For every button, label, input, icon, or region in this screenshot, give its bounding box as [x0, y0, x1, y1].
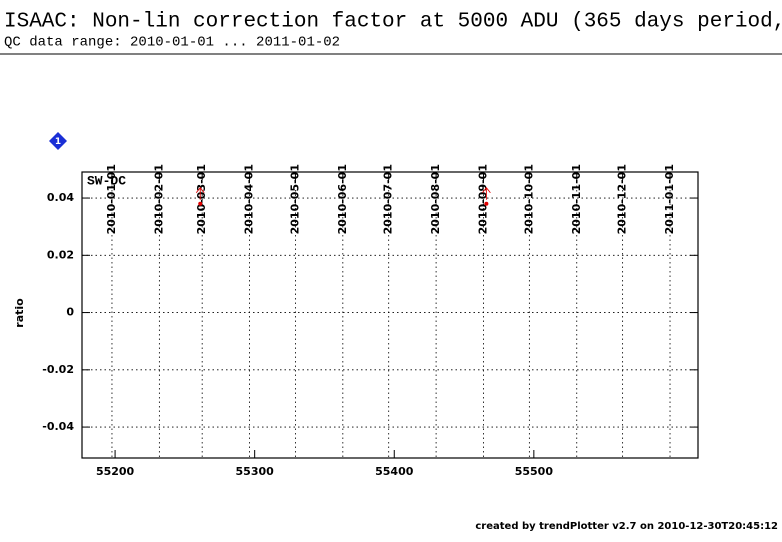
x-tick-label: 55500 [515, 465, 554, 478]
plot-frame [81, 171, 699, 459]
chart-subtitle: QC data range: 2010-01-01 ... 2011-01-02 [4, 35, 340, 51]
arrow [195, 187, 205, 200]
x2-tick-label: 2010-09-01 [476, 164, 489, 234]
x-tick-label: 55300 [236, 465, 275, 478]
x2-tick-label: 2010-11-01 [570, 164, 583, 234]
badge-text: 1 [55, 137, 61, 147]
point [484, 201, 489, 206]
x2-tick-label: 2010-03-01 [195, 164, 208, 234]
chart-title: ISAAC: Non-lin correction factor at 5000… [4, 11, 782, 34]
y-tick-label: 0.04 [47, 191, 74, 204]
y-tick-label: -0.02 [42, 363, 74, 376]
y-tick-label: -0.04 [42, 420, 74, 433]
x2-tick-label: 2010-05-01 [288, 164, 301, 234]
arrow [482, 187, 491, 200]
series-label: SW-DC [87, 173, 126, 188]
y-tick-label: 0.02 [47, 248, 74, 261]
x2-tick-label: 2010-02-01 [152, 164, 165, 234]
x2-tick-label: 2010-04-01 [243, 164, 256, 234]
x-tick-label: 55400 [375, 465, 414, 478]
x2-tick-label: 2010-01-01 [105, 164, 118, 234]
y-axis-label: ratio [13, 298, 26, 328]
x2-tick-label: 2010-10-01 [522, 164, 535, 234]
y-tick-label: 0 [66, 306, 74, 319]
x2-tick-label: 2010-08-01 [429, 164, 442, 234]
x2-tick-label: 2011-01-01 [663, 164, 676, 234]
point [198, 201, 203, 206]
x2-tick-label: 2010-12-01 [616, 164, 629, 234]
footer: created by trendPlotter v2.7 on 2010-12-… [475, 521, 778, 532]
badge-icon: 1 [49, 132, 67, 150]
x2-tick-label: 2010-07-01 [382, 164, 395, 234]
x2-tick-label: 2010-06-01 [336, 164, 349, 234]
x-tick-label: 55200 [96, 465, 135, 478]
